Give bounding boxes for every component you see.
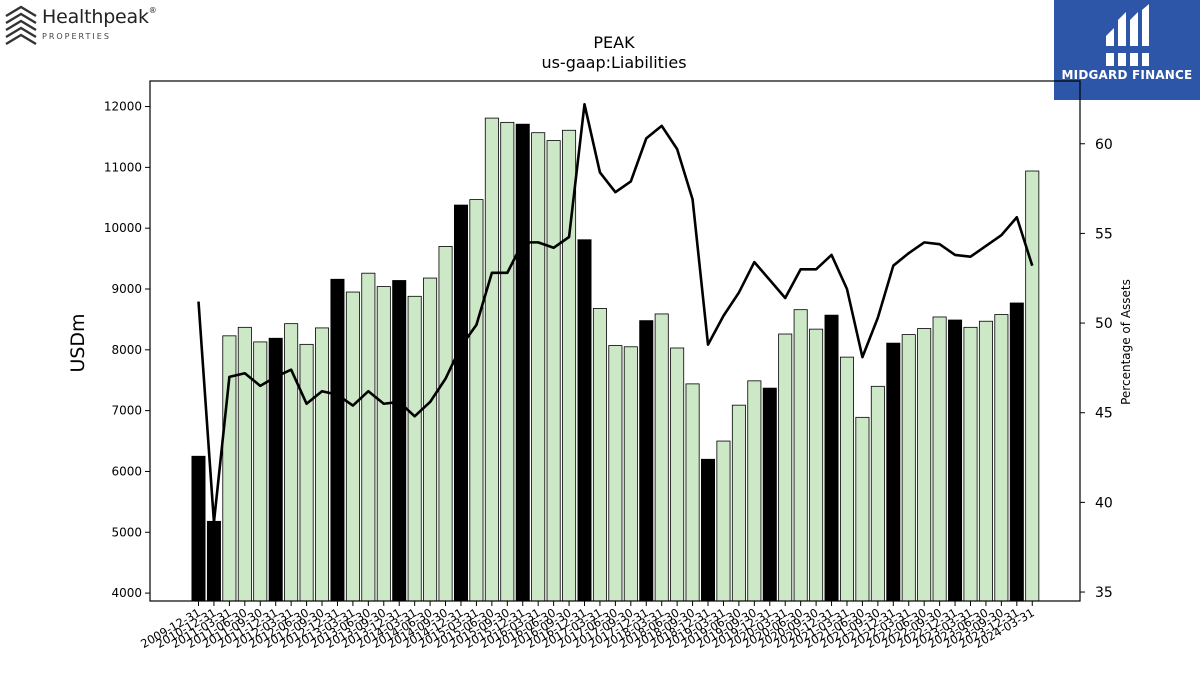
bar <box>500 121 515 602</box>
y-tick-label: 4000 <box>111 586 142 600</box>
bar <box>392 280 407 602</box>
bar <box>438 246 453 602</box>
bar <box>978 320 993 602</box>
bar <box>731 404 746 602</box>
bar <box>546 140 561 602</box>
bar <box>623 346 638 602</box>
bar <box>453 204 468 602</box>
bar <box>994 314 1009 602</box>
brand-mark-icon <box>1104 4 1151 66</box>
bar <box>948 319 963 602</box>
bar <box>654 313 669 602</box>
bar <box>824 314 839 602</box>
bar <box>870 385 885 602</box>
bar <box>469 199 484 602</box>
bar <box>778 333 793 602</box>
bar <box>886 342 901 602</box>
y2-tick-label: 50 <box>1095 316 1113 332</box>
bar <box>608 345 623 602</box>
bar <box>315 327 330 602</box>
y-tick-label: 5000 <box>111 525 142 539</box>
bar <box>206 520 221 602</box>
bar <box>793 309 808 602</box>
bar <box>701 458 716 602</box>
bar <box>423 277 438 602</box>
bar <box>299 343 314 602</box>
bar <box>577 239 592 602</box>
y-tick-label: 10000 <box>104 221 142 235</box>
bar <box>839 356 854 602</box>
bar <box>1025 170 1040 602</box>
bar <box>484 117 499 602</box>
bar <box>917 328 932 602</box>
y-tick-label: 12000 <box>104 100 142 114</box>
bar <box>855 416 870 602</box>
bar <box>592 308 607 602</box>
bar <box>963 326 978 602</box>
y-axis-label: USDm <box>67 313 89 373</box>
bar <box>191 455 206 602</box>
bar <box>531 132 546 602</box>
company-name: Healthpeak <box>42 6 149 28</box>
y2-tick-label: 40 <box>1095 495 1113 511</box>
y-tick-label: 11000 <box>104 160 142 174</box>
registered-mark: ® <box>148 6 157 15</box>
bar <box>1009 302 1024 602</box>
bar <box>345 291 360 602</box>
bar <box>376 286 391 602</box>
bar <box>330 278 345 602</box>
bar <box>284 323 299 602</box>
y-tick-label: 7000 <box>111 404 142 418</box>
bar <box>237 326 252 602</box>
healthpeak-mark-icon <box>5 5 37 46</box>
y2-tick-label: 60 <box>1095 137 1113 153</box>
bar <box>407 295 422 602</box>
y2-tick-label: 35 <box>1095 585 1113 601</box>
bar <box>361 272 376 602</box>
bar <box>639 320 654 602</box>
bar <box>809 328 824 602</box>
bar <box>747 380 762 602</box>
y2-tick-label: 45 <box>1095 406 1113 422</box>
brand-logo: MIDGARD FINANCE <box>1054 0 1200 100</box>
y-tick-label: 9000 <box>111 282 142 296</box>
line-series <box>197 103 1034 524</box>
brand-name: MIDGARD FINANCE <box>1061 68 1193 82</box>
y2-tick-label: 55 <box>1095 226 1113 242</box>
bar <box>932 316 947 602</box>
company-subtitle: PROPERTIES <box>42 32 111 41</box>
bar <box>716 440 731 602</box>
bar <box>762 387 777 602</box>
chart-title: PEAK <box>593 33 635 52</box>
y-tick-label: 6000 <box>111 464 142 478</box>
chart-subtitle: us-gaap:Liabilities <box>541 53 687 72</box>
y2-axis-label: Percentage of Assets <box>1119 279 1133 405</box>
bar <box>685 383 700 602</box>
y-tick-label: 8000 <box>111 343 142 357</box>
bar <box>901 334 916 602</box>
company-logo: Healthpeak® PROPERTIES <box>4 4 164 48</box>
bar <box>515 123 530 602</box>
bar <box>670 347 685 602</box>
